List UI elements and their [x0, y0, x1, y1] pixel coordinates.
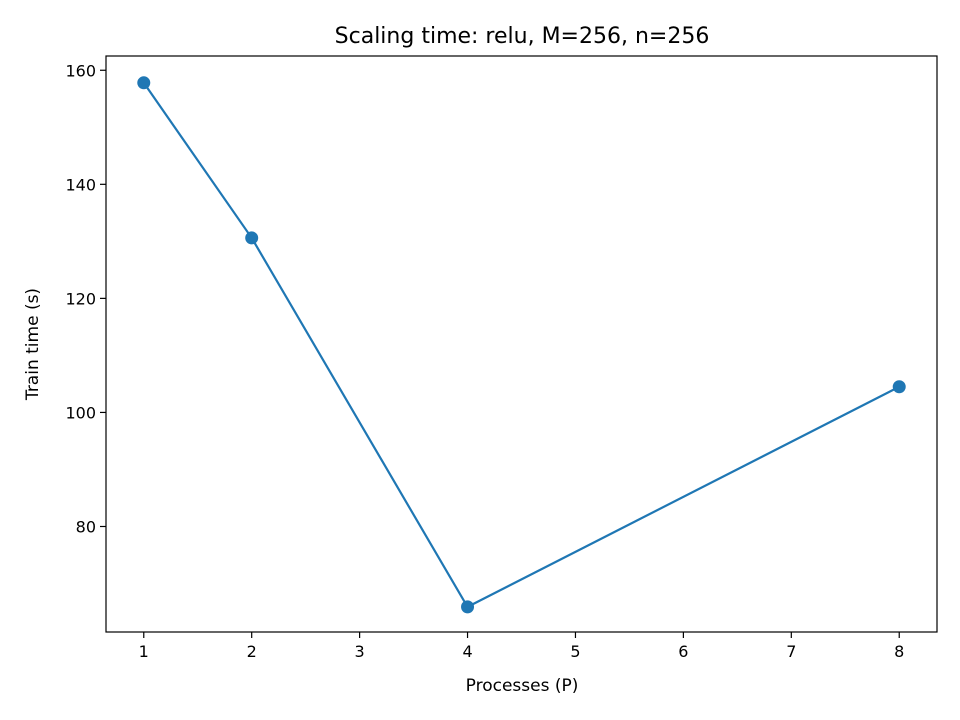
x-tick-label: 5	[570, 642, 580, 661]
y-tick-label: 120	[65, 289, 96, 308]
series-layer	[137, 76, 906, 614]
plot-area: 1 2 3 4 5 6 7 8 80 100 120 140 160	[65, 55, 938, 661]
x-tick-label: 7	[786, 642, 796, 661]
x-axis: 1 2 3 4 5 6 7 8	[139, 632, 904, 661]
data-point	[461, 600, 475, 614]
data-point	[245, 231, 259, 245]
x-tick-label: 6	[678, 642, 688, 661]
plot-frame	[105, 55, 938, 633]
x-tick-label: 1	[139, 642, 149, 661]
y-axis: 80 100 120 140 160	[65, 61, 106, 536]
x-tick-label: 4	[462, 642, 472, 661]
x-tick-label: 2	[247, 642, 257, 661]
chart-title: Scaling time: relu, M=256, n=256	[335, 24, 710, 49]
y-tick-label: 160	[65, 61, 96, 80]
series-line	[142, 82, 900, 609]
y-tick-label: 140	[65, 175, 96, 194]
y-tick-label: 80	[76, 517, 96, 536]
data-point	[137, 76, 151, 90]
x-tick-label: 8	[894, 642, 904, 661]
y-axis-label: Train time (s)	[23, 288, 43, 401]
x-axis-label: Processes (P)	[466, 676, 579, 696]
data-point	[892, 380, 906, 394]
y-tick-label: 100	[65, 403, 96, 422]
x-tick-label: 3	[355, 642, 365, 661]
